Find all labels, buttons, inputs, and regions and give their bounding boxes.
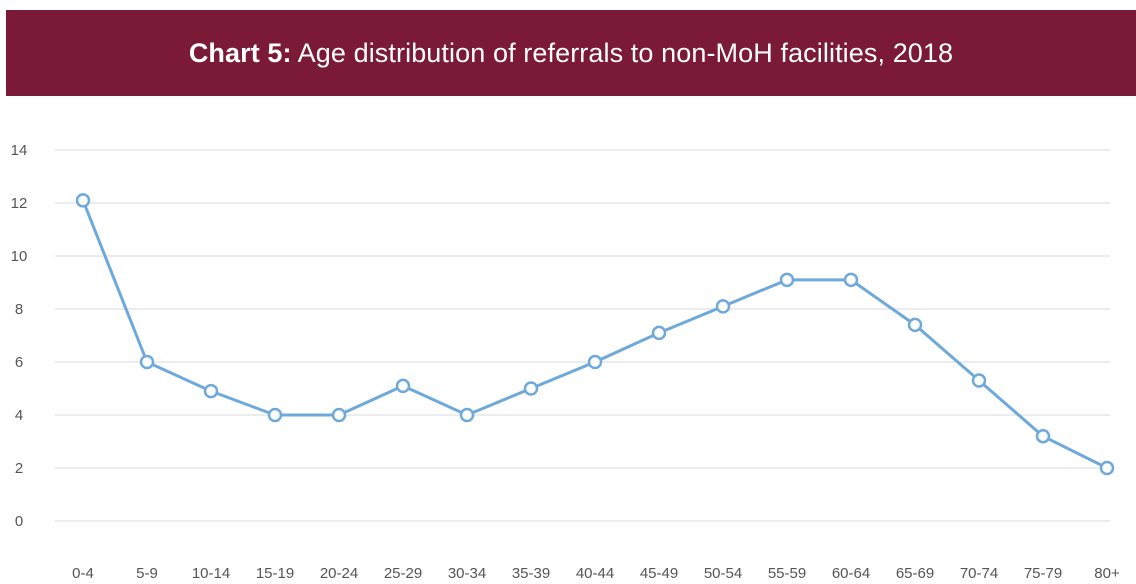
y-tick-label: 14: [11, 142, 28, 159]
x-tick-label: 80+: [1094, 565, 1120, 582]
data-point: [523, 381, 539, 396]
x-tick-label: 10-14: [192, 565, 230, 582]
x-tick-label: 15-19: [256, 565, 294, 582]
data-point: [907, 317, 923, 333]
x-tick-label: 5-9: [136, 565, 158, 582]
data-point: [203, 383, 219, 399]
y-tick-label: 0: [15, 513, 23, 530]
data-point: [75, 193, 91, 208]
x-tick-label: 65-69: [896, 565, 934, 582]
x-tick-label: 50-54: [704, 565, 742, 582]
data-point: [651, 325, 667, 341]
data-point: [1099, 460, 1115, 476]
y-tick-label: 10: [11, 248, 28, 265]
x-axis-ticks: 0-4 5-9 10-14 15-19 20-24 25-29 30-34 35-39 40-4…: [72, 565, 1120, 582]
x-tick-label: 25-29: [384, 565, 422, 582]
series-group: [75, 193, 1115, 476]
x-tick-label: 55-59: [768, 565, 806, 582]
data-point: [587, 354, 603, 370]
data-point: [139, 354, 155, 370]
data-point: [843, 272, 859, 288]
x-tick-label: 35-39: [512, 565, 550, 582]
x-tick-label: 75-79: [1024, 565, 1062, 582]
data-point: [459, 407, 475, 423]
y-tick-label: 4: [15, 407, 23, 424]
data-point: [1035, 428, 1051, 444]
data-point: [267, 407, 283, 423]
series-line: [81, 199, 1108, 470]
data-point: [331, 407, 347, 423]
data-point: [779, 272, 795, 288]
x-tick-label: 30-34: [448, 565, 486, 582]
data-point: [971, 373, 987, 388]
grid-lines: [55, 149, 1110, 522]
data-point: [715, 299, 731, 314]
x-tick-label: 0-4: [72, 565, 94, 582]
chart-title: Age distribution of referrals to non-MoH…: [297, 37, 954, 68]
y-tick-label: 6: [15, 354, 23, 371]
y-tick-label: 8: [15, 301, 23, 318]
chart-title-banner: Chart 5: Age distribution of referrals t…: [6, 10, 1136, 96]
chart-title-prefix: Chart 5:: [188, 37, 292, 68]
y-tick-label: 12: [11, 195, 28, 212]
data-point: [395, 378, 411, 394]
x-tick-label: 40-44: [576, 565, 614, 582]
x-tick-label: 45-49: [640, 565, 678, 582]
y-axis-ticks: 0 2 4 6 8 10 12 14: [11, 142, 28, 530]
y-tick-label: 2: [15, 460, 23, 477]
x-tick-label: 70-74: [960, 565, 998, 582]
x-tick-label: 20-24: [320, 565, 358, 582]
x-tick-label: 60-64: [832, 565, 870, 582]
